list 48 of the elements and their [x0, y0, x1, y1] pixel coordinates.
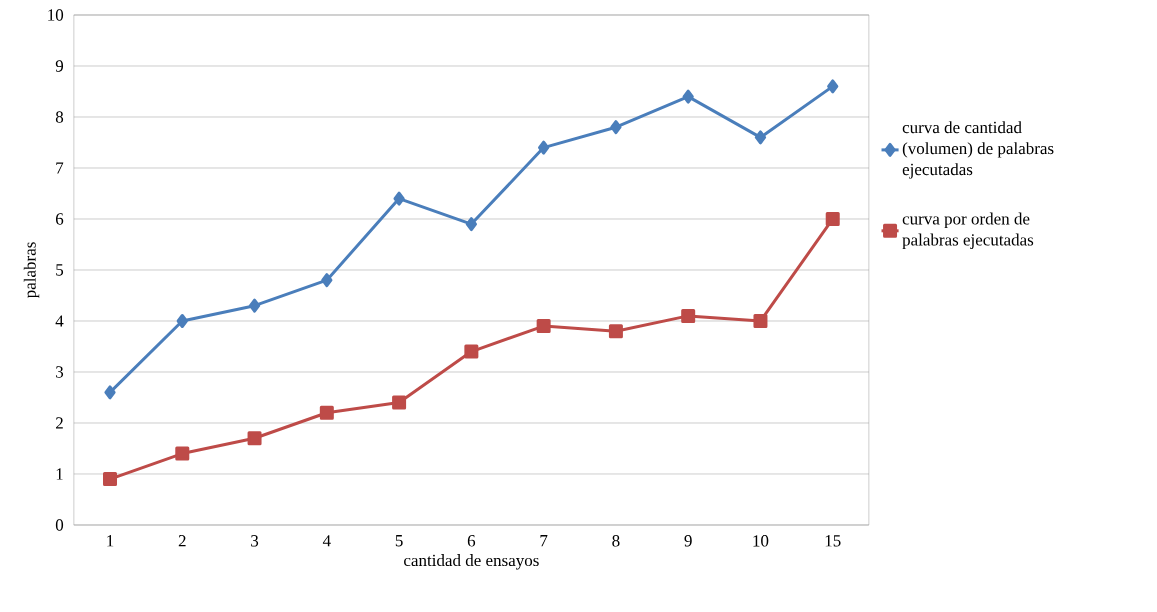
- point: [753, 313, 768, 328]
- x-axis-title: cantidad de ensayos: [404, 554, 539, 570]
- y-tick-label: 0: [55, 519, 64, 531]
- x-tick-label: 1: [107, 535, 114, 547]
- x-tick-label: 9: [684, 535, 692, 547]
- point: [392, 395, 407, 410]
- y-tick-label: 2: [55, 417, 63, 429]
- point: [175, 446, 190, 461]
- x-tick-label: 3: [251, 535, 259, 547]
- y-tick-label: 4: [55, 315, 64, 327]
- y-tick-label: 8: [55, 111, 64, 123]
- point: [536, 319, 551, 334]
- point: [321, 273, 333, 288]
- y-tick-label: 3: [56, 366, 64, 378]
- point: [104, 385, 116, 400]
- point: [682, 89, 694, 104]
- point: [681, 308, 696, 323]
- y-axis-title: palabras: [23, 242, 40, 299]
- legend-label: curva de cantidad (volumen) de palabras ejecutadas: [902, 121, 1054, 179]
- point: [465, 217, 477, 232]
- y-tick-label: 5: [56, 264, 64, 276]
- point: [319, 405, 334, 420]
- y-tick-label: 1: [56, 468, 63, 480]
- point: [827, 79, 839, 94]
- y-tick-label: 9: [55, 60, 64, 72]
- y-tick-label: 6: [55, 213, 64, 225]
- x-tick-label: 2: [178, 535, 186, 547]
- point: [248, 298, 261, 313]
- point: [464, 344, 479, 359]
- x-tick-label: 5: [395, 535, 403, 547]
- point: [608, 324, 623, 339]
- y-tick-label: 10: [48, 9, 64, 21]
- point: [247, 431, 262, 446]
- point: [754, 130, 767, 145]
- point: [825, 211, 840, 226]
- legend-label: curva por orden de palabras ejecutadas: [902, 212, 1034, 250]
- point: [393, 191, 405, 206]
- y-tick-label: 7: [56, 162, 64, 174]
- x-tick-label: 15: [825, 535, 841, 547]
- x-tick-label: 8: [612, 535, 620, 547]
- point: [538, 140, 550, 155]
- x-tick-label: 4: [322, 535, 331, 547]
- x-tick-label: 7: [540, 535, 548, 547]
- x-tick-label: 6: [467, 535, 476, 547]
- point: [610, 120, 622, 135]
- point: [103, 472, 118, 487]
- x-tick-label: 10: [753, 535, 769, 547]
- point: [176, 313, 188, 328]
